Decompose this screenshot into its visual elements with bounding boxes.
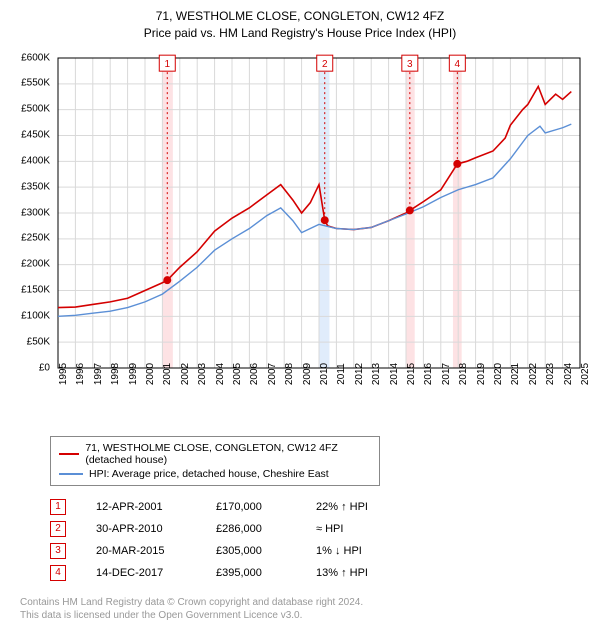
transaction-hpi: ≈ HPI: [316, 523, 406, 535]
y-tick-label: £600K: [21, 52, 50, 63]
x-tick-label: 2025: [580, 362, 591, 384]
transaction-date: 14-DEC-2017: [96, 567, 186, 579]
x-tick-label: 1996: [75, 362, 86, 384]
y-tick-label: £550K: [21, 78, 50, 89]
x-tick-label: 1997: [93, 362, 104, 384]
title-line1: 71, WESTHOLME CLOSE, CONGLETON, CW12 4FZ: [10, 8, 590, 25]
y-tick-label: £200K: [21, 259, 50, 270]
x-tick-label: 2015: [406, 362, 417, 384]
transaction-badge: 3: [50, 543, 66, 559]
legend-label: HPI: Average price, detached house, Ches…: [89, 468, 329, 480]
svg-text:4: 4: [455, 59, 461, 70]
transaction-row: 3 20-MAR-2015 £305,000 1% ↓ HPI: [50, 540, 590, 562]
page: 71, WESTHOLME CLOSE, CONGLETON, CW12 4FZ…: [0, 0, 600, 630]
y-tick-label: £400K: [21, 155, 50, 166]
legend-label: 71, WESTHOLME CLOSE, CONGLETON, CW12 4FZ…: [85, 442, 371, 466]
transaction-badge: 1: [50, 499, 66, 515]
transaction-hpi: 1% ↓ HPI: [316, 545, 406, 557]
legend-row: HPI: Average price, detached house, Ches…: [59, 467, 371, 481]
y-tick-label: £100K: [21, 310, 50, 321]
transaction-row: 1 12-APR-2001 £170,000 22% ↑ HPI: [50, 496, 590, 518]
y-tick-label: £50K: [27, 336, 50, 347]
x-tick-label: 2001: [162, 362, 173, 384]
x-tick-label: 2012: [354, 362, 365, 384]
x-tick-label: 2003: [197, 362, 208, 384]
transaction-price: £170,000: [216, 501, 286, 513]
y-tick-label: £150K: [21, 285, 50, 296]
transaction-date: 12-APR-2001: [96, 501, 186, 513]
legend: 71, WESTHOLME CLOSE, CONGLETON, CW12 4FZ…: [50, 436, 380, 486]
y-tick-label: £450K: [21, 130, 50, 141]
y-tick-label: £350K: [21, 181, 50, 192]
footer: Contains HM Land Registry data © Crown c…: [20, 596, 590, 622]
svg-text:3: 3: [407, 59, 413, 70]
x-tick-label: 2011: [336, 363, 347, 385]
transactions-table: 1 12-APR-2001 £170,000 22% ↑ HPI 2 30-APR-201…: [50, 496, 590, 584]
transaction-badge: 2: [50, 521, 66, 537]
y-tick-label: £300K: [21, 207, 50, 218]
footer-line1: Contains HM Land Registry data © Crown c…: [20, 596, 590, 609]
y-tick-label: £250K: [21, 233, 50, 244]
chart: 1 2 3 4 £0 £50K £100K £150K £200K £250K £300K £350…: [10, 48, 590, 428]
legend-swatch: [59, 473, 83, 475]
y-tick-label: £0: [39, 362, 50, 373]
x-tick-label: 1995: [58, 362, 69, 384]
x-tick-label: 2008: [284, 362, 295, 384]
x-tick-label: 2020: [493, 362, 504, 384]
transaction-hpi: 13% ↑ HPI: [316, 567, 406, 579]
x-tick-label: 2016: [423, 362, 434, 384]
transaction-date: 30-APR-2010: [96, 523, 186, 535]
legend-row: 71, WESTHOLME CLOSE, CONGLETON, CW12 4FZ…: [59, 441, 371, 467]
x-tick-label: 1998: [110, 362, 121, 384]
x-tick-label: 2013: [371, 362, 382, 384]
title-block: 71, WESTHOLME CLOSE, CONGLETON, CW12 4FZ…: [10, 8, 590, 42]
x-tick-label: 2021: [510, 362, 521, 384]
y-tick-label: £500K: [21, 104, 50, 115]
transaction-date: 20-MAR-2015: [96, 545, 186, 557]
transaction-price: £395,000: [216, 567, 286, 579]
x-tick-label: 2007: [267, 362, 278, 384]
legend-swatch: [59, 453, 79, 455]
transaction-row: 4 14-DEC-2017 £395,000 13% ↑ HPI: [50, 562, 590, 584]
x-tick-label: 2004: [215, 362, 226, 384]
transaction-badge: 4: [50, 565, 66, 581]
x-tick-label: 1999: [128, 362, 139, 384]
title-line2: Price paid vs. HM Land Registry's House …: [10, 25, 590, 42]
x-tick-label: 2005: [232, 362, 243, 384]
x-tick-label: 2000: [145, 362, 156, 384]
x-tick-label: 2018: [458, 362, 469, 384]
x-tick-label: 2002: [180, 362, 191, 384]
transaction-hpi: 22% ↑ HPI: [316, 501, 406, 513]
x-tick-label: 2019: [476, 362, 487, 384]
x-tick-label: 2017: [441, 362, 452, 384]
x-tick-label: 2009: [302, 362, 313, 384]
transaction-price: £305,000: [216, 545, 286, 557]
x-tick-label: 2022: [528, 362, 539, 384]
transaction-price: £286,000: [216, 523, 286, 535]
x-tick-label: 2006: [249, 362, 260, 384]
x-tick-label: 2014: [389, 362, 400, 384]
x-tick-label: 2010: [319, 362, 330, 384]
svg-text:1: 1: [164, 59, 170, 70]
x-tick-label: 2024: [563, 362, 574, 384]
transaction-row: 2 30-APR-2010 £286,000 ≈ HPI: [50, 518, 590, 540]
x-tick-label: 2023: [545, 362, 556, 384]
svg-text:2: 2: [322, 59, 328, 70]
